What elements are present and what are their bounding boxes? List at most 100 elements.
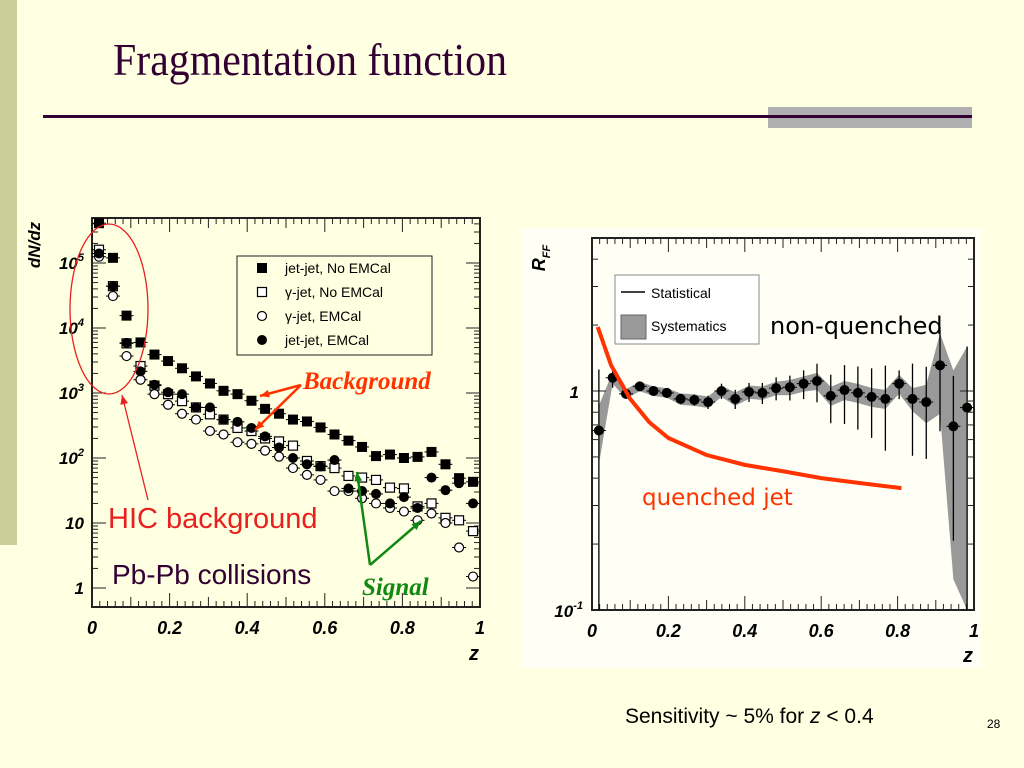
data-point <box>426 446 437 457</box>
data-point <box>287 414 298 425</box>
tick-exponent: 3 <box>78 382 84 394</box>
data-point <box>107 290 119 302</box>
pbpb-collisions-label: Pb-Pb collisions <box>112 559 311 590</box>
tick-base: 10 <box>65 514 84 533</box>
data-point <box>784 382 795 393</box>
legend-label: γ-jet, No EMCal <box>285 284 383 300</box>
data-point <box>315 461 326 472</box>
data-point <box>135 337 146 348</box>
data-point <box>384 482 396 493</box>
data-point <box>107 252 118 263</box>
tick-base: 10 <box>59 319 78 338</box>
data-point <box>962 402 973 413</box>
footer-var: z <box>810 705 821 728</box>
data-point <box>218 414 229 425</box>
tick-exponent: 4 <box>77 317 84 329</box>
data-point <box>218 385 229 396</box>
data-point <box>107 281 118 292</box>
y-tick-label: 10 <box>65 514 84 533</box>
data-point <box>177 363 188 374</box>
tick-exponent: 2 <box>77 447 84 459</box>
data-point <box>246 422 257 433</box>
data-point <box>661 387 672 398</box>
tick-base: 10 <box>59 449 78 468</box>
legend-marker <box>256 310 268 322</box>
data-point <box>163 356 174 367</box>
data-point <box>593 425 604 436</box>
data-point <box>894 378 905 389</box>
data-point <box>771 383 782 394</box>
hic-arrow-head <box>120 395 128 405</box>
data-point <box>274 442 285 453</box>
legend-marker <box>256 286 268 298</box>
data-point <box>453 542 465 553</box>
data-point <box>398 506 410 517</box>
quenched-jet-curve <box>595 326 902 491</box>
title-rule <box>43 115 972 118</box>
x-tick-label: 0 <box>87 618 97 638</box>
data-point <box>162 399 174 410</box>
x-tick-label: 0.4 <box>732 621 757 641</box>
data-point <box>177 389 188 400</box>
data-point <box>703 397 714 408</box>
data-point <box>204 378 215 389</box>
data-point <box>398 483 410 494</box>
data-point <box>384 498 395 509</box>
data-point <box>384 449 395 460</box>
data-point <box>232 416 243 427</box>
slide-title: Fragmentation function <box>113 35 508 85</box>
y-tick-label: 1 <box>75 579 84 598</box>
data-point <box>190 371 201 382</box>
hic-ellipse <box>69 223 149 395</box>
y-tick-label: 10-1 <box>554 600 583 621</box>
background-arrow <box>254 384 302 431</box>
x-axis-label: z <box>962 645 973 667</box>
data-point <box>329 455 340 466</box>
data-point <box>163 387 174 398</box>
data-point <box>426 508 437 519</box>
tick-exponent: -1 <box>573 600 583 612</box>
legend-label: γ-jet, EMCal <box>285 308 361 324</box>
data-point <box>398 453 409 463</box>
legend-label: jet-jet, No EMCal <box>284 260 391 276</box>
x-tick-label: 0.6 <box>809 621 835 641</box>
data-point <box>259 445 271 456</box>
x-tick-label: 0.2 <box>656 621 681 641</box>
data-point <box>343 483 354 494</box>
data-point <box>204 425 216 437</box>
data-point <box>440 517 451 529</box>
data-point <box>453 515 465 526</box>
data-point <box>454 478 465 489</box>
data-point <box>190 402 201 413</box>
tick-exponent: 5 <box>78 252 85 264</box>
data-point <box>426 498 437 509</box>
data-point <box>204 402 215 413</box>
data-point <box>730 393 741 404</box>
data-point <box>135 366 146 377</box>
x-tick-label: 0.6 <box>312 618 338 638</box>
data-point <box>329 429 340 440</box>
data-point <box>273 451 285 462</box>
data-point <box>315 422 326 433</box>
data-point <box>811 376 822 387</box>
footer-suffix: < 0.4 <box>820 705 874 728</box>
data-point <box>648 386 659 396</box>
footer-note: Sensitivity ~ 5% for z < 0.4 <box>625 705 874 729</box>
data-point <box>716 386 727 396</box>
data-point <box>274 408 285 419</box>
data-point <box>398 492 409 503</box>
dndz-legend-box <box>236 255 433 356</box>
data-point <box>825 390 836 401</box>
hic-background-label: HIC background <box>108 503 318 535</box>
data-point <box>232 437 243 448</box>
data-point <box>371 488 382 499</box>
series-jet-jet-emcal <box>91 248 481 514</box>
signal-arrow <box>355 471 372 566</box>
signal-arrow <box>369 520 422 566</box>
legend-label: jet-jet, EMCal <box>284 332 369 348</box>
data-point <box>370 474 382 486</box>
data-point <box>852 387 863 398</box>
data-point <box>757 387 768 398</box>
legend-systematics-swatch <box>620 314 647 340</box>
